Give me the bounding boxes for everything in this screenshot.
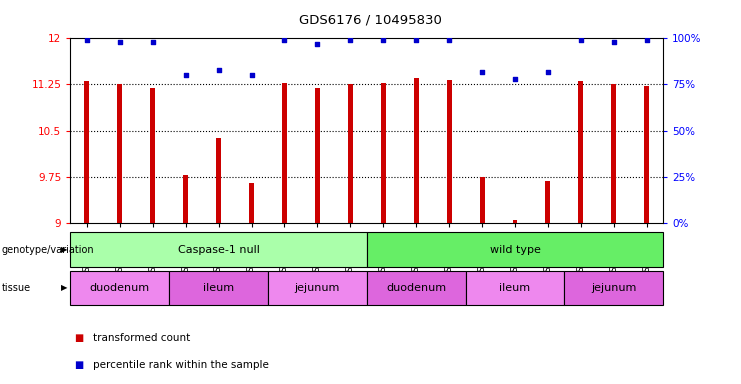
Point xyxy=(345,37,356,43)
Bar xyxy=(84,81,90,223)
Text: GDS6176 / 10495830: GDS6176 / 10495830 xyxy=(299,13,442,26)
Bar xyxy=(413,78,419,223)
Point xyxy=(180,72,192,78)
Point xyxy=(641,37,653,43)
Bar xyxy=(447,79,451,223)
Point xyxy=(147,39,159,45)
Bar xyxy=(579,81,583,223)
Text: wild type: wild type xyxy=(490,245,540,255)
Bar xyxy=(513,220,517,223)
Bar xyxy=(381,83,386,223)
Point xyxy=(411,37,422,43)
Bar xyxy=(117,84,122,223)
Text: ■: ■ xyxy=(74,333,83,343)
Bar xyxy=(545,181,551,223)
Text: tissue: tissue xyxy=(1,283,30,293)
Point xyxy=(279,37,290,43)
Text: percentile rank within the sample: percentile rank within the sample xyxy=(93,360,268,370)
Point xyxy=(476,68,488,74)
Point xyxy=(213,67,225,73)
Text: jejunum: jejunum xyxy=(295,283,340,293)
Bar xyxy=(348,84,353,223)
Text: ▶: ▶ xyxy=(61,245,67,254)
Point xyxy=(245,72,257,78)
Point xyxy=(509,76,521,82)
Bar xyxy=(216,138,221,223)
Text: ▶: ▶ xyxy=(61,283,67,293)
Text: ileum: ileum xyxy=(499,283,531,293)
Bar xyxy=(249,183,254,223)
Bar xyxy=(644,86,649,223)
Point xyxy=(377,37,389,43)
Bar xyxy=(611,84,617,223)
Point xyxy=(311,41,323,47)
Bar xyxy=(183,175,188,223)
Text: ileum: ileum xyxy=(203,283,234,293)
Bar xyxy=(282,83,287,223)
Text: genotype/variation: genotype/variation xyxy=(1,245,94,255)
Point xyxy=(81,37,93,43)
Text: duodenum: duodenum xyxy=(90,283,150,293)
Bar xyxy=(315,88,320,223)
Bar xyxy=(479,177,485,223)
Point xyxy=(575,37,587,43)
Point xyxy=(542,68,554,74)
Point xyxy=(608,39,619,45)
Point xyxy=(114,39,126,45)
Text: ■: ■ xyxy=(74,360,83,370)
Point xyxy=(443,37,455,43)
Bar xyxy=(150,88,155,223)
Text: transformed count: transformed count xyxy=(93,333,190,343)
Text: jejunum: jejunum xyxy=(591,283,637,293)
Text: Caspase-1 null: Caspase-1 null xyxy=(178,245,259,255)
Text: duodenum: duodenum xyxy=(386,283,446,293)
